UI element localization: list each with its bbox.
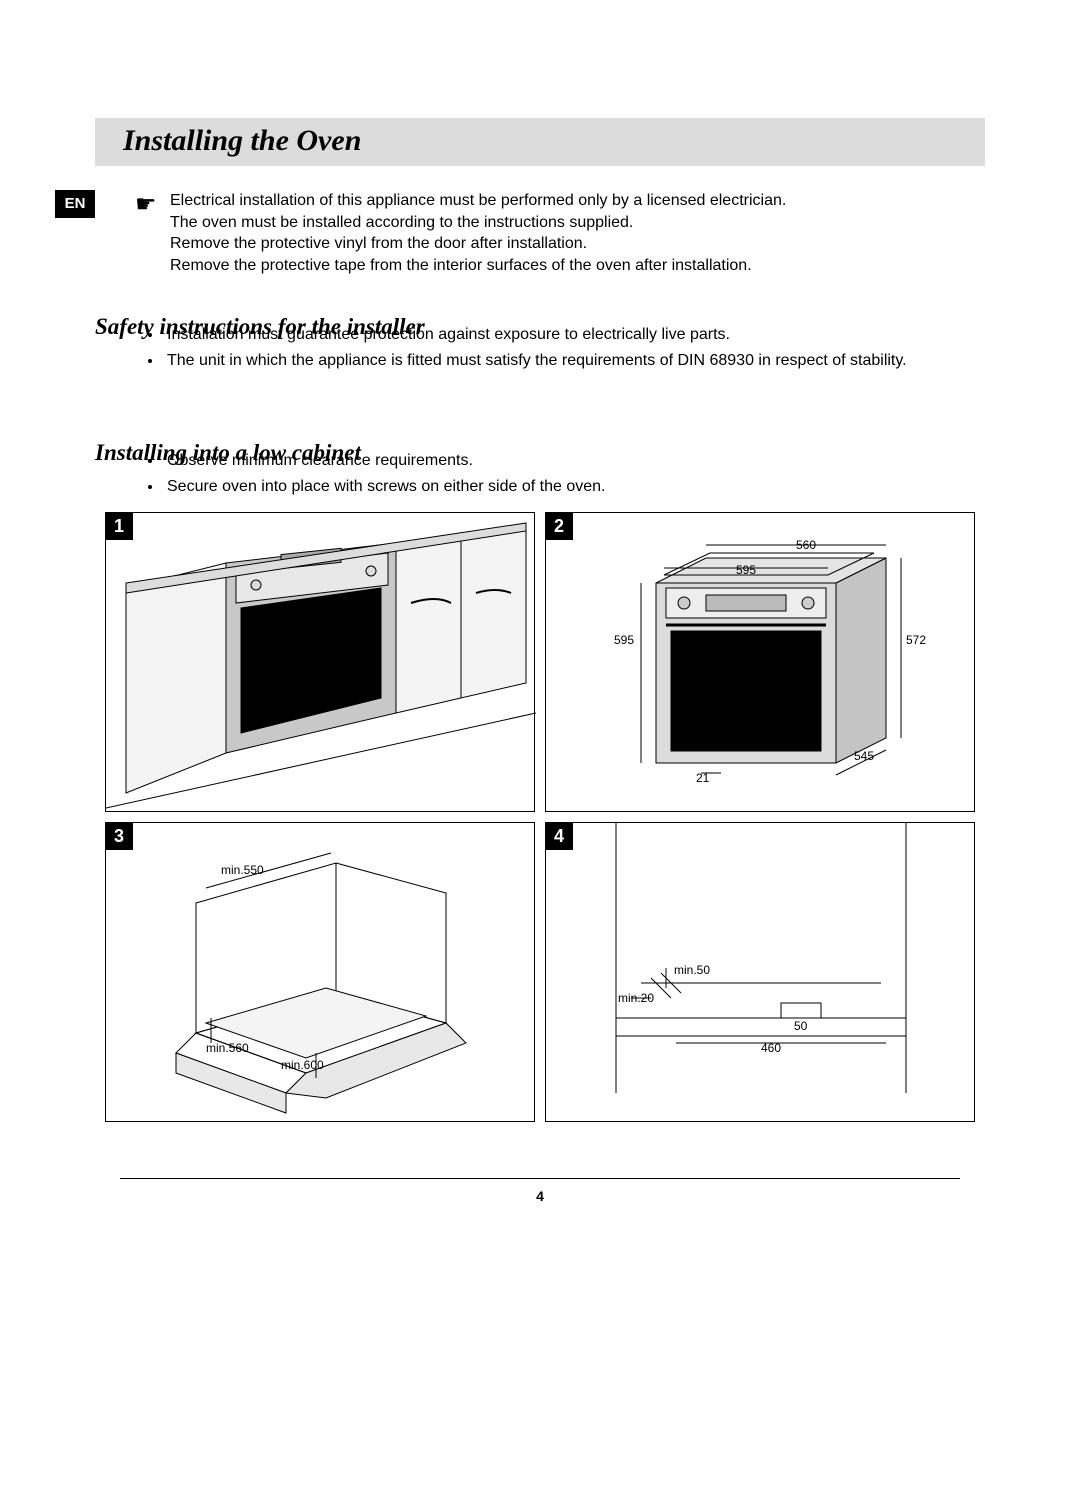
page-title: Installing the Oven [123, 124, 361, 158]
page-number: 4 [95, 1188, 985, 1204]
intro-line: Electrical installation of this applianc… [170, 190, 970, 212]
install-bullet: Secure oven into place with screws on ei… [163, 476, 963, 498]
dim-label: min.600 [281, 1058, 324, 1072]
dim-label: 595 [736, 563, 756, 577]
intro-line: Remove the protective tape from the inte… [170, 255, 970, 277]
manual-page: Installing the Oven EN ☛ Electrical inst… [95, 118, 985, 166]
title-bar: Installing the Oven [95, 118, 985, 166]
dim-label: 560 [796, 538, 816, 552]
dim-label: 572 [906, 633, 926, 647]
safety-block: Installation must guarantee protection a… [95, 324, 975, 377]
intro-line: Remove the protective vinyl from the doo… [170, 233, 970, 255]
dim-label: 545 [854, 749, 874, 763]
install-bullet: Observe minimum clearance requirements. [163, 450, 963, 472]
clearance-drawing [546, 823, 976, 1123]
diagram-cell-3: 3 [105, 822, 535, 1122]
safety-bullet: The unit in which the appliance is fitte… [163, 350, 963, 372]
diagram-cell-1: 1 [105, 512, 535, 812]
dim-label: 595 [614, 633, 634, 647]
dim-label: 460 [761, 1041, 781, 1055]
dim-label: min.50 [674, 963, 710, 977]
dim-label: 50 [794, 1019, 807, 1033]
low-cabinet-block: Observe minimum clearance requirements. … [95, 450, 975, 503]
intro-text: Electrical installation of this applianc… [170, 190, 970, 276]
diagram-cell-2: 2 [545, 512, 975, 812]
oven-dimensions-drawing [546, 513, 976, 813]
intro-line: The oven must be installed according to … [170, 212, 970, 234]
footer-rule [120, 1178, 960, 1179]
cabinet-cavity-drawing [106, 823, 536, 1123]
diagram-cell-4: 4 [545, 822, 975, 1122]
language-badge: EN [55, 190, 95, 218]
perspective-drawing [106, 513, 536, 813]
dim-label: min.560 [206, 1041, 249, 1055]
dim-label: min.20 [618, 991, 654, 1005]
safety-bullet: Installation must guarantee protection a… [163, 324, 963, 346]
pointer-icon: ☛ [135, 190, 157, 219]
dim-label: min.550 [221, 863, 264, 877]
dim-label: 21 [696, 771, 709, 785]
